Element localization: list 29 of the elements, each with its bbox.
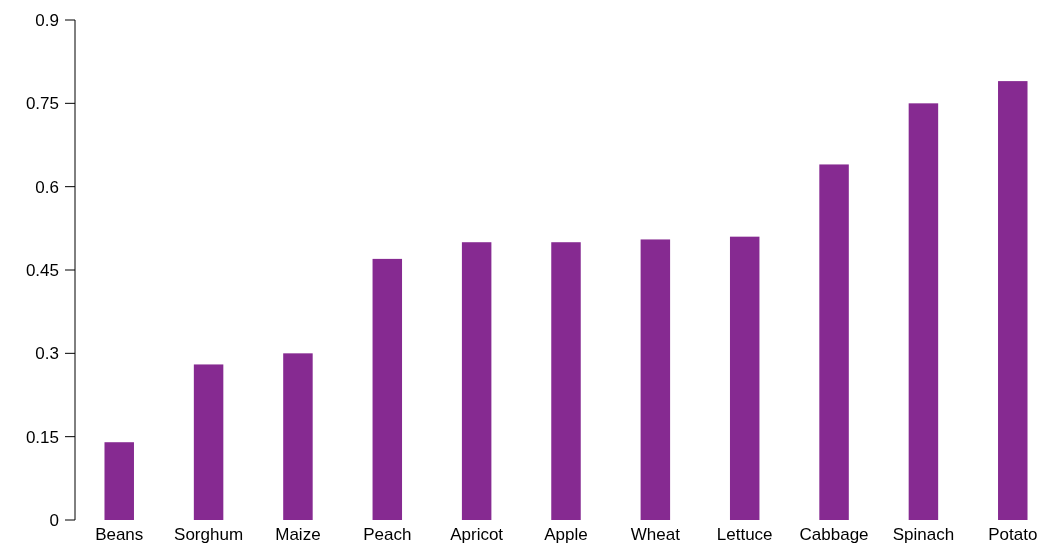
bar bbox=[193, 364, 224, 520]
x-tick-label: Wheat bbox=[630, 525, 681, 544]
bar bbox=[372, 258, 403, 520]
x-tick-label: Peach bbox=[363, 525, 412, 544]
x-tick-label: Maize bbox=[275, 525, 321, 544]
bar bbox=[461, 242, 492, 520]
y-tick-label: 0 bbox=[49, 510, 59, 530]
bar bbox=[729, 236, 760, 520]
y-tick-label: 0.75 bbox=[25, 94, 59, 114]
x-tick-label: Beans bbox=[95, 525, 144, 544]
bar bbox=[283, 353, 313, 520]
x-tick-label: Potato bbox=[988, 525, 1038, 544]
y-tick-label: 0.6 bbox=[35, 177, 59, 197]
y-tick-label: 0.9 bbox=[35, 10, 59, 30]
bar bbox=[819, 164, 849, 520]
x-tick-label: Cabbage bbox=[799, 525, 869, 544]
bar bbox=[551, 242, 581, 520]
bar bbox=[640, 239, 671, 520]
bar bbox=[908, 103, 939, 520]
x-tick-label: Apricot bbox=[450, 525, 504, 544]
y-tick-label: 0.3 bbox=[35, 344, 59, 364]
bar bbox=[998, 81, 1028, 520]
x-tick-label: Lettuce bbox=[716, 525, 773, 544]
x-tick-label: Spinach bbox=[892, 525, 955, 544]
y-tick-label: 0.15 bbox=[25, 427, 59, 447]
y-tick-label: 0.45 bbox=[25, 260, 59, 280]
x-tick-label: Apple bbox=[544, 525, 588, 544]
x-tick-label: Sorghum bbox=[174, 525, 244, 544]
bar bbox=[104, 442, 134, 520]
